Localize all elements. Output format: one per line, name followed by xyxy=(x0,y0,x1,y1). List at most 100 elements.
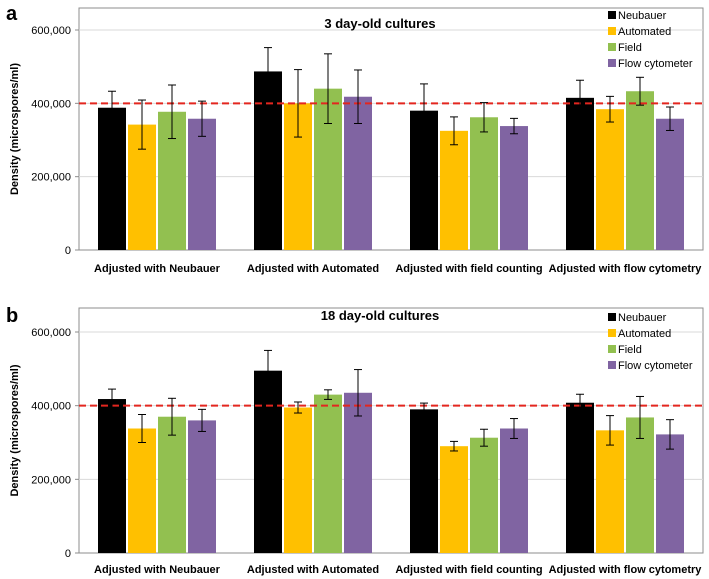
x-category-label: Adjusted with Automated xyxy=(247,263,379,275)
panel-letter: a xyxy=(6,3,18,25)
bar-neubauer xyxy=(98,399,126,553)
y-tick-label: 0 xyxy=(65,245,71,257)
error-bar xyxy=(666,106,674,131)
error-bar xyxy=(108,388,116,410)
error-bar xyxy=(636,76,644,106)
bar-field xyxy=(158,416,186,553)
y-tick-label: 400,000 xyxy=(31,98,71,110)
error-bar xyxy=(450,440,458,452)
bar-field xyxy=(626,417,654,553)
legend-label: Automated xyxy=(618,328,671,340)
chart-title: 18 day-old cultures xyxy=(321,308,439,323)
error-bar xyxy=(324,389,332,400)
legend-swatch xyxy=(608,27,616,35)
bar-flow-cytometer xyxy=(188,420,216,553)
error-bar xyxy=(480,428,488,447)
legend: Neubauer Automated Field Flow cytometer xyxy=(608,312,693,372)
legend-swatch xyxy=(608,345,616,353)
error-bar xyxy=(168,84,176,140)
error-bar xyxy=(420,402,428,417)
error-bar xyxy=(576,393,584,412)
y-tick-label: 400,000 xyxy=(31,401,71,413)
y-tick-label: 200,000 xyxy=(31,474,71,486)
legend-label: Flow cytometer xyxy=(618,360,693,372)
legend-label: Flow cytometer xyxy=(618,58,693,70)
error-bar xyxy=(480,102,488,133)
chart-panel-b: 0 200,000 400,000 600,000 Density (microspor… xyxy=(6,305,704,576)
chart-title: 3 day-old cultures xyxy=(324,16,435,31)
error-bar xyxy=(198,408,206,432)
legend-label: Field xyxy=(618,42,642,54)
y-tick-label: 0 xyxy=(65,548,71,560)
bar-flow-cytometer xyxy=(656,434,684,553)
bar-neubauer xyxy=(254,370,282,553)
error-bar xyxy=(354,69,362,124)
error-bar xyxy=(510,117,518,135)
x-category-label: Adjusted with flow cytometry xyxy=(549,263,703,275)
legend-label: Neubauer xyxy=(618,10,667,22)
bar-automated xyxy=(596,430,624,553)
error-bar xyxy=(294,69,302,138)
legend-swatch xyxy=(608,361,616,369)
legend-label: Automated xyxy=(618,26,671,38)
bar-neubauer xyxy=(410,409,438,553)
bar-flow-cytometer xyxy=(500,126,528,250)
error-bar xyxy=(138,414,146,443)
legend-swatch xyxy=(608,313,616,321)
bar-flow-cytometer xyxy=(500,428,528,553)
legend: Neubauer Automated Field Flow cytometer xyxy=(608,10,693,70)
bar-automated xyxy=(440,130,468,250)
error-bar xyxy=(636,395,644,439)
error-bar xyxy=(294,401,302,414)
legend-swatch xyxy=(608,11,616,19)
bar-automated xyxy=(128,428,156,553)
error-bar xyxy=(576,79,584,116)
x-category-label: Adjusted with Neubauer xyxy=(94,263,221,275)
legend-swatch xyxy=(608,43,616,51)
error-bar xyxy=(510,418,518,439)
bar-field xyxy=(626,91,654,250)
y-tick-label: 600,000 xyxy=(31,327,71,339)
panel-letter: b xyxy=(6,305,18,327)
bar-flow-cytometer xyxy=(188,118,216,250)
error-bar xyxy=(606,95,614,123)
bar-field xyxy=(314,394,342,553)
error-bar xyxy=(450,116,458,146)
legend-label: Neubauer xyxy=(618,312,667,324)
error-bar xyxy=(264,47,272,96)
x-category-label: Adjusted with Automated xyxy=(247,564,379,576)
error-bar xyxy=(198,100,206,137)
x-category-label: Adjusted with field counting xyxy=(395,263,542,275)
error-bar xyxy=(666,419,674,450)
x-category-label: Adjusted with flow cytometry xyxy=(549,564,703,576)
bar-field xyxy=(470,437,498,553)
bar-flow-cytometer xyxy=(344,392,372,553)
bar-automated xyxy=(596,109,624,250)
error-bar xyxy=(264,349,272,392)
plot-frame xyxy=(78,7,704,251)
bar-automated xyxy=(440,446,468,553)
x-category-label: Adjusted with field counting xyxy=(395,564,542,576)
bar-flow-cytometer xyxy=(656,118,684,250)
chart-panel-a: 0 200,000 400,000 600,000 Density (microspor… xyxy=(6,3,704,275)
error-bar xyxy=(606,415,614,446)
legend-label: Field xyxy=(618,344,642,356)
plot-frame xyxy=(78,307,704,554)
y-tick-label: 600,000 xyxy=(31,25,71,37)
bar-neubauer xyxy=(566,402,594,553)
bar-neubauer xyxy=(566,97,594,250)
error-bar xyxy=(354,369,362,417)
bar-neubauer xyxy=(98,107,126,250)
bar-automated xyxy=(284,407,312,553)
y-axis-label: Density (microspores/ml) xyxy=(9,364,21,496)
error-bar xyxy=(108,90,116,125)
error-bar xyxy=(138,99,146,150)
error-bar xyxy=(420,83,428,138)
error-bar xyxy=(168,397,176,436)
legend-swatch xyxy=(608,59,616,67)
bar-field xyxy=(470,117,498,251)
y-tick-label: 200,000 xyxy=(31,172,71,184)
error-bar xyxy=(324,53,332,124)
